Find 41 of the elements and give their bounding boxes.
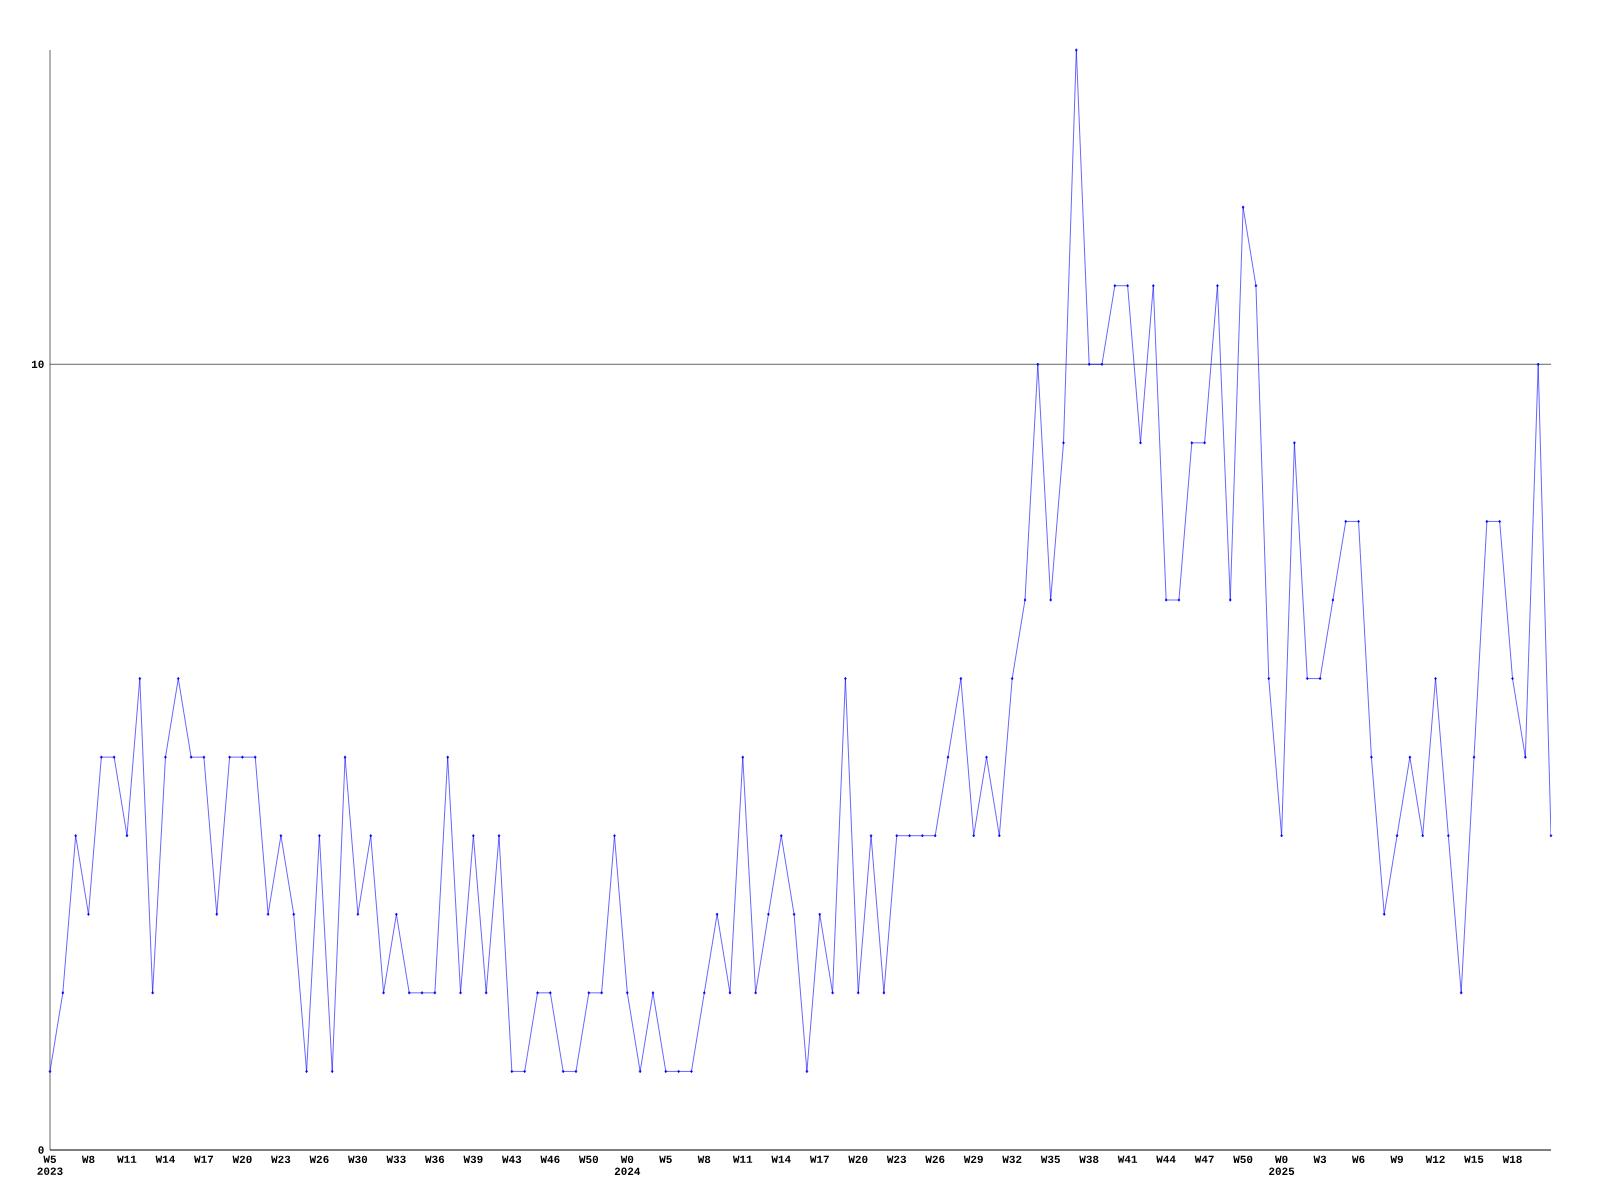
x-tick-label: W43 [501, 1155, 522, 1164]
x-tick-label: W50 [1233, 1155, 1253, 1164]
x-tick-label: W5 2023 [37, 1155, 63, 1175]
x-tick-label: W26 [309, 1155, 329, 1164]
x-tick-label: W5 [659, 1155, 672, 1163]
x-tick-label: W17 [809, 1155, 829, 1163]
x-tick-label: W0 2025 [1269, 1155, 1295, 1176]
x-tick-label: W41 [1117, 1155, 1138, 1163]
x-tick-label: W8 [697, 1155, 711, 1164]
x-tick-label: W3 [1313, 1155, 1327, 1164]
x-tick-label: W12 [1425, 1155, 1445, 1163]
x-tick-label: W11 [117, 1155, 137, 1163]
x-tick-label: W11 [732, 1155, 753, 1163]
x-tick-label: W18 [1502, 1155, 1522, 1164]
x-tick-label: W0 2024 [614, 1155, 641, 1176]
x-tick-label: W29 [963, 1155, 983, 1164]
x-tick-label: W35 [1040, 1155, 1060, 1164]
y-tick-label: 10 [31, 360, 44, 369]
x-tick-label: W23 [271, 1155, 291, 1164]
x-tick-label: W32 [1002, 1155, 1022, 1164]
x-tick-label: W47 [1194, 1155, 1214, 1163]
x-tick-label: W14 [155, 1155, 175, 1163]
x-tick-label: W36 [425, 1155, 445, 1164]
x-tick-label: W38 [1079, 1155, 1099, 1164]
x-tick-label: W39 [463, 1155, 483, 1164]
x-tick-label: W44 [1156, 1155, 1176, 1163]
x-tick-label: W17 [194, 1155, 214, 1163]
x-tick-label: W15 [1464, 1155, 1484, 1163]
x-tick-label: W8 [81, 1155, 95, 1164]
y-tick-label: 0 [38, 1146, 44, 1154]
x-tick-label: W46 [540, 1155, 560, 1164]
x-tick-label: W23 [886, 1155, 907, 1164]
x-tick-label: W20 [232, 1155, 252, 1164]
x-tick-label: W6 [1351, 1155, 1365, 1164]
x-tick-label: W14 [771, 1155, 791, 1163]
x-tick-label: W9 [1390, 1155, 1403, 1164]
x-tick-label: W30 [348, 1155, 368, 1164]
x-tick-label: W33 [386, 1155, 406, 1164]
x-tick-label: W50 [578, 1155, 599, 1164]
x-tick-label: W20 [848, 1155, 868, 1164]
x-tick-label: W26 [925, 1155, 945, 1164]
